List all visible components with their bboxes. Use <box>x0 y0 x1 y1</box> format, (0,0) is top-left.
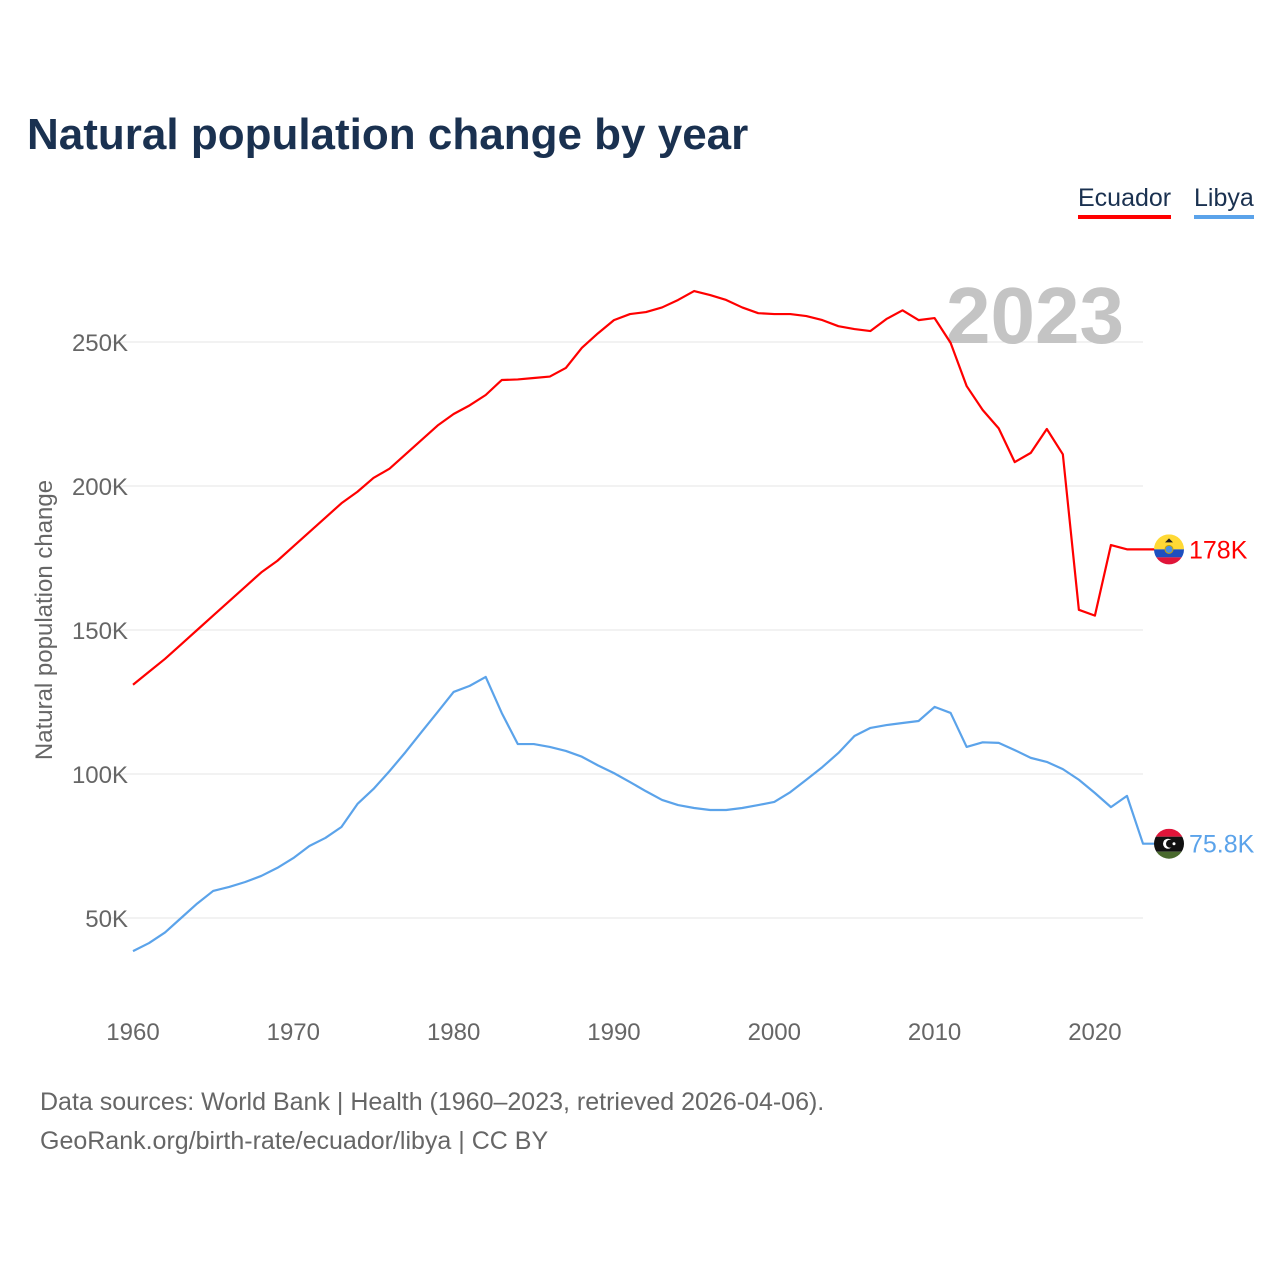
y-tick-label: 200K <box>72 474 128 501</box>
year-watermark: 2023 <box>946 271 1124 360</box>
x-tick-label: 2020 <box>1068 1019 1121 1046</box>
libya-flag-icon <box>1154 828 1184 859</box>
x-tick-label: 2000 <box>748 1019 801 1046</box>
x-tick-label: 1960 <box>106 1019 159 1046</box>
series-line-libya <box>132 675 1155 953</box>
y-tick-label: 100K <box>72 762 128 789</box>
x-tick-label: 1970 <box>267 1019 320 1046</box>
legend-item-ecuador[interactable]: Ecuador <box>1078 184 1172 219</box>
x-tick-label: 2010 <box>908 1019 961 1046</box>
x-tick-label: 1980 <box>427 1019 480 1046</box>
x-tick-label: 1990 <box>587 1019 640 1046</box>
end-label-ecuador: 178K <box>1189 536 1248 564</box>
y-tick-label: 50K <box>85 906 128 933</box>
footer-source: Data sources: World Bank | Health (1960–… <box>40 1088 825 1116</box>
chart-title: Natural population change by year <box>27 110 749 159</box>
y-axis-label: Natural population change <box>31 480 58 760</box>
series-line-ecuador <box>132 289 1155 686</box>
end-label-libya: 75.8K <box>1189 831 1255 859</box>
y-tick-label: 150K <box>72 618 128 645</box>
y-tick-label: 250K <box>72 330 128 357</box>
ecuador-flag-icon <box>1154 534 1184 565</box>
legend-item-libya[interactable]: Libya <box>1194 184 1254 219</box>
footer-credit: GeoRank.org/birth-rate/ecuador/libya | C… <box>40 1127 549 1155</box>
line-chart: 50K 100K 150K 200K 250K 1960 1970 1980 1990 2000 2… <box>31 271 1255 1046</box>
